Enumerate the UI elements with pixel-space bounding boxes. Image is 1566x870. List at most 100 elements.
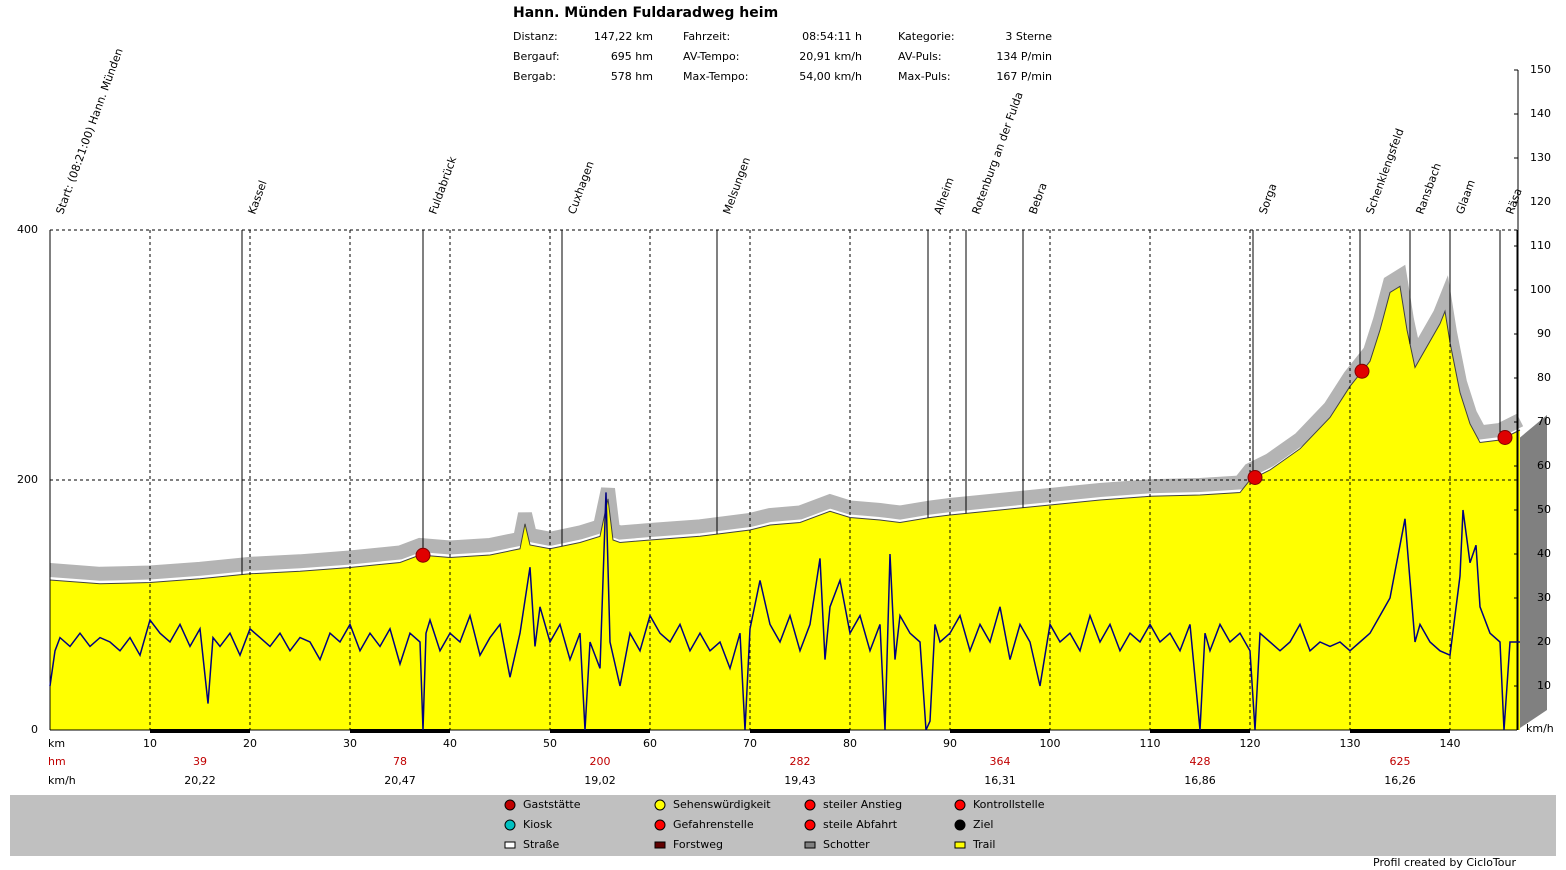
y-tick-label: 400 bbox=[17, 223, 38, 236]
elevation-line bbox=[49, 285, 1521, 585]
y2-tick-label: 100 bbox=[1530, 283, 1551, 296]
stop-marker bbox=[1247, 470, 1263, 485]
legend-label: Forstweg bbox=[673, 838, 723, 851]
segment-speed: 19,02 bbox=[584, 774, 616, 787]
y2-tick-label: 20 bbox=[1537, 635, 1551, 648]
legend-label: Trail bbox=[972, 838, 995, 851]
x-tick-label: 10 bbox=[143, 737, 157, 750]
y2-tick-label: 40 bbox=[1537, 547, 1551, 560]
x-tick-label: 60 bbox=[643, 737, 657, 750]
y2-tick-label: 70 bbox=[1537, 415, 1551, 428]
y2-tick-label: 110 bbox=[1530, 239, 1551, 252]
stat-label: Max-Puls: bbox=[898, 70, 951, 83]
y-tick-label: 200 bbox=[17, 473, 38, 486]
x-tick-label: 40 bbox=[443, 737, 457, 750]
segment-speed: 16,31 bbox=[984, 774, 1016, 787]
legend-box bbox=[10, 795, 1556, 856]
segment-speed: 16,86 bbox=[1184, 774, 1216, 787]
segment-hm: 200 bbox=[590, 755, 611, 768]
stat-value: 3 Sterne bbox=[1005, 30, 1052, 43]
x-tick-label: 80 bbox=[843, 737, 857, 750]
legend-label: Gefahrenstelle bbox=[673, 818, 754, 831]
x-tick-label: 110 bbox=[1140, 737, 1161, 750]
legend-swatch bbox=[804, 841, 816, 849]
elevation-area bbox=[50, 286, 1520, 730]
stat-value: 695 hm bbox=[611, 50, 653, 63]
legend-label: Sehenswürdigkeit bbox=[673, 798, 771, 811]
y2-tick-label: 80 bbox=[1537, 371, 1551, 384]
stat-value: 134 P/min bbox=[996, 50, 1052, 63]
y2-tick-label: 60 bbox=[1537, 459, 1551, 472]
waypoint-label: Rotenburg an der Fulda bbox=[969, 90, 1025, 216]
segment-hm: 625 bbox=[1390, 755, 1411, 768]
y2-tick-label: 10 bbox=[1537, 679, 1551, 692]
stop-marker bbox=[1497, 430, 1513, 445]
stat-value: 08:54:11 h bbox=[802, 30, 862, 43]
legend-swatch bbox=[504, 841, 516, 849]
speed-line bbox=[49, 492, 1520, 731]
legend-icon bbox=[954, 819, 966, 831]
hm-row-label: hm bbox=[48, 755, 66, 768]
stop-marker bbox=[415, 547, 431, 563]
stat-label: Bergab: bbox=[513, 70, 556, 83]
forest-segment bbox=[550, 729, 650, 733]
legend-label: Ziel bbox=[973, 818, 993, 831]
waypoint-label: Alheim bbox=[931, 176, 956, 216]
segment-speed: 20,47 bbox=[384, 774, 416, 787]
x-tick-label: 30 bbox=[343, 737, 357, 750]
segment-hm: 78 bbox=[393, 755, 407, 768]
waypoint-label: Bebra bbox=[1026, 181, 1049, 216]
segment-hm: 364 bbox=[990, 755, 1011, 768]
segment-hm: 282 bbox=[790, 755, 811, 768]
segment-speed: 19,43 bbox=[784, 774, 816, 787]
legend-label: steile Abfahrt bbox=[823, 818, 898, 831]
y2-axis-label: km/h bbox=[1526, 722, 1554, 735]
stat-label: Distanz: bbox=[513, 30, 558, 43]
stat-value: 578 hm bbox=[611, 70, 653, 83]
waypoint-label: Schenklengsfeld bbox=[1363, 127, 1406, 216]
x-tick-label: 140 bbox=[1440, 737, 1461, 750]
x-tick-label: 20 bbox=[243, 737, 257, 750]
stat-label: Max-Tempo: bbox=[683, 70, 748, 83]
stat-value: 54,00 km/h bbox=[799, 70, 862, 83]
waypoint-label: Melsungen bbox=[720, 155, 753, 216]
waypoint-label: Ransbach bbox=[1413, 161, 1444, 216]
y2-tick-label: 120 bbox=[1530, 195, 1551, 208]
forest-segment bbox=[950, 729, 1050, 733]
y2-tick-label: 150 bbox=[1530, 63, 1551, 76]
forest-segment bbox=[150, 729, 250, 733]
waypoint-label: Kassel bbox=[245, 179, 269, 216]
segment-hm: 428 bbox=[1190, 755, 1211, 768]
legend-label: steiler Anstieg bbox=[823, 798, 902, 811]
legend-label: Gaststätte bbox=[523, 798, 581, 811]
y2-tick-label: 50 bbox=[1537, 503, 1551, 516]
stat-value: 167 P/min bbox=[996, 70, 1052, 83]
chart-title: Hann. Münden Fuldaradweg heim bbox=[513, 5, 778, 21]
x-tick-label: 130 bbox=[1340, 737, 1361, 750]
y2-tick-label: 140 bbox=[1530, 107, 1551, 120]
waypoint-label: Fuldabrück bbox=[426, 154, 459, 216]
legend-swatch bbox=[654, 841, 666, 849]
legend-icon bbox=[504, 819, 516, 831]
legend-label: Straße bbox=[523, 838, 559, 851]
stat-label: Fahrzeit: bbox=[683, 30, 730, 43]
stat-label: Bergauf: bbox=[513, 50, 560, 63]
y2-tick-label: 30 bbox=[1537, 591, 1551, 604]
segment-hm: 39 bbox=[193, 755, 207, 768]
legend-icon bbox=[654, 799, 666, 811]
waypoint-label: Start: (08:21:00) Hann. Münden bbox=[53, 47, 125, 217]
waypoint-label: Sorga bbox=[1256, 182, 1279, 216]
x-tick-label: 50 bbox=[543, 737, 557, 750]
x-tick-label: 120 bbox=[1240, 737, 1261, 750]
stat-label: AV-Puls: bbox=[898, 50, 942, 63]
legend-label: Schotter bbox=[823, 838, 870, 851]
footer: Profil created by CicloTour bbox=[1373, 856, 1516, 869]
y2-tick-label: 90 bbox=[1537, 327, 1551, 340]
legend-icon bbox=[804, 799, 816, 811]
forest-segment bbox=[750, 729, 850, 733]
segment-speed: 16,26 bbox=[1384, 774, 1416, 787]
legend-label: Kontrollstelle bbox=[973, 798, 1045, 811]
legend-icon bbox=[804, 819, 816, 831]
x-tick-label: 100 bbox=[1040, 737, 1061, 750]
